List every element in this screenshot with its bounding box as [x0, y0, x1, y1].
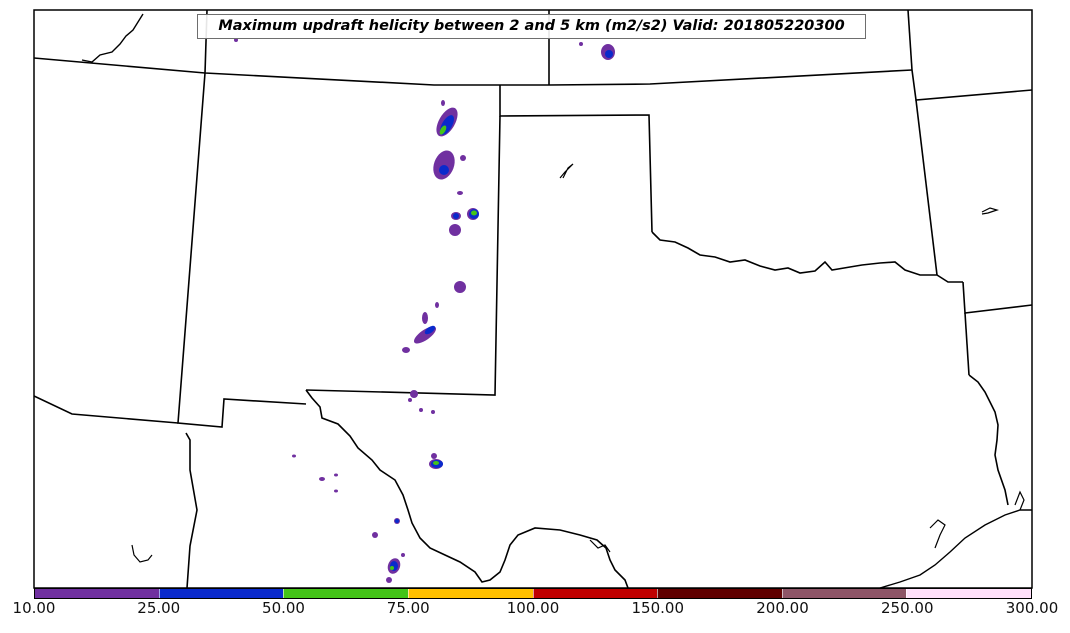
colorbar-segment: [532, 589, 658, 598]
colorbar-tick-label: 75.00: [386, 599, 430, 617]
colorbar-segment: [407, 589, 533, 598]
colorbar-tick-label: 300.00: [1005, 599, 1059, 617]
colorbar-segment: [906, 589, 1031, 598]
colorbar-tick-label: 25.00: [137, 599, 181, 617]
colorbar-tick-label: 50.00: [262, 599, 305, 617]
helicity-50-75: [390, 125, 477, 570]
coast-detail-1: [929, 519, 946, 549]
colorbar-segment: [657, 589, 782, 598]
lake-1: [559, 163, 574, 179]
colorbar-tick-label: 250.00: [881, 599, 934, 617]
colorbar-tick-label: 100.00: [506, 599, 560, 617]
lake-3: [131, 544, 153, 563]
coast-detail-2: [1014, 490, 1025, 511]
lake-2: [981, 207, 1000, 215]
state-boundaries: [34, 10, 1032, 588]
helicity-25-50: [390, 50, 613, 571]
colorbar-segment: [283, 589, 408, 598]
northwest-lake: [81, 13, 144, 63]
colorbar-segment: [781, 589, 907, 598]
colorbar-segment: [158, 589, 284, 598]
colorbar-tick-label: 200.00: [756, 599, 809, 617]
helicity-contours: [234, 38, 615, 583]
texas-border: [305, 389, 629, 588]
la-border: [968, 374, 1009, 506]
map-frame-border: [33, 9, 1033, 589]
colorbar-segment: [35, 589, 159, 598]
gulf-coastline: [879, 509, 1032, 588]
map-title: Maximum updraft helicity between 2 and 5…: [197, 14, 866, 39]
colorbar-tick-label: 10.00: [12, 599, 56, 617]
red-river-border: [651, 231, 963, 283]
rio-grande-detail: [589, 539, 611, 553]
colorbar: [34, 588, 1032, 599]
helicity-10-25: [234, 38, 615, 583]
colorbar-tick-label: 150.00: [631, 599, 685, 617]
